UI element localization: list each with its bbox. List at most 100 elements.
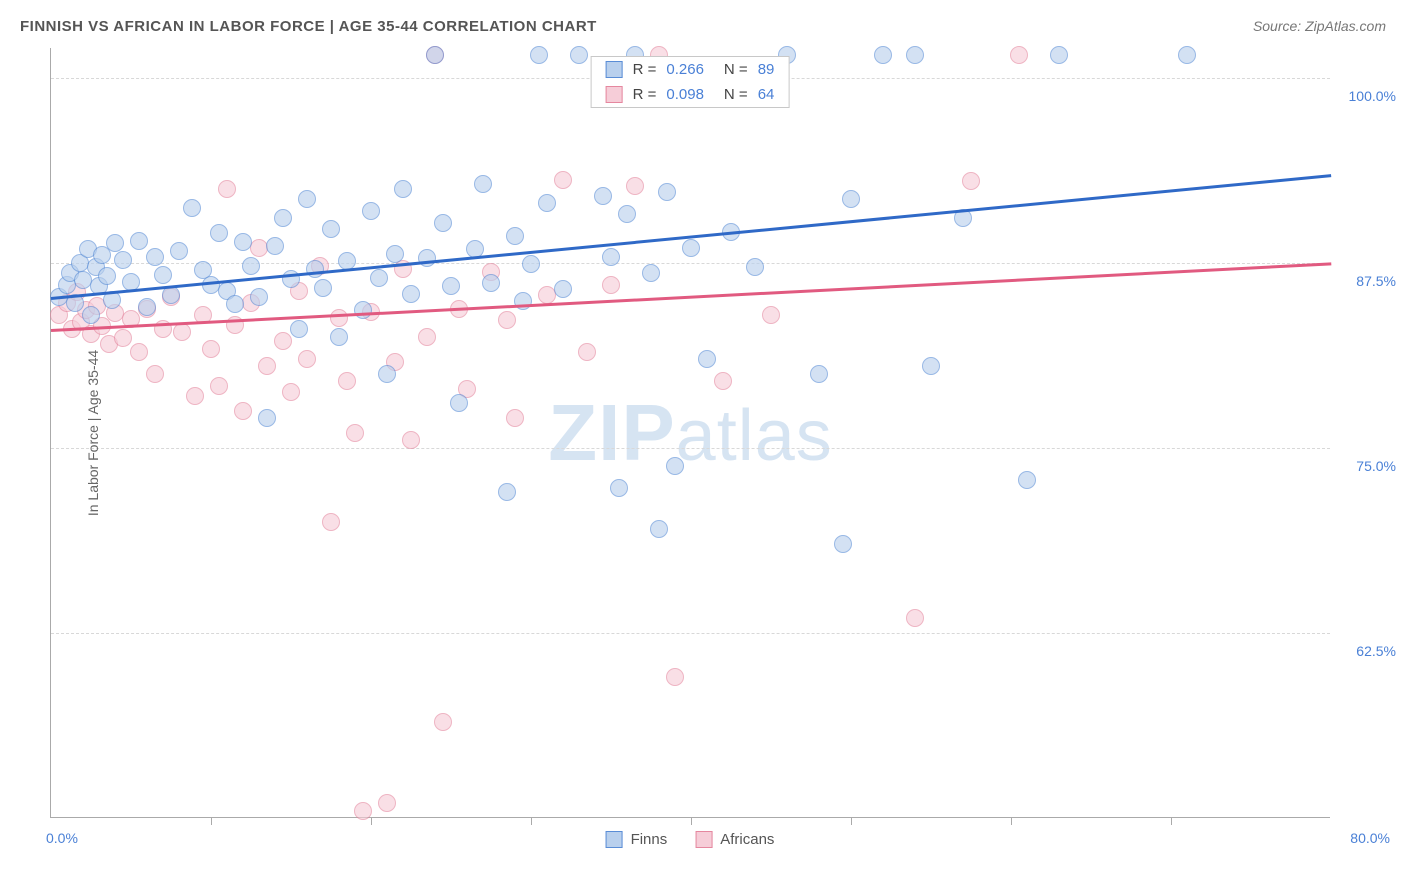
data-point (522, 255, 540, 273)
y-tick-label: 100.0% (1334, 88, 1396, 104)
data-point (138, 298, 156, 316)
data-point (378, 365, 396, 383)
data-point (402, 285, 420, 303)
x-tick (851, 817, 852, 825)
legend-swatch (695, 831, 712, 848)
data-point (290, 320, 308, 338)
data-point (602, 276, 620, 294)
y-tick-label: 75.0% (1334, 458, 1396, 474)
data-point (506, 409, 524, 427)
data-point (538, 194, 556, 212)
data-point (874, 46, 892, 64)
data-point (322, 513, 340, 531)
data-point (282, 383, 300, 401)
data-point (434, 214, 452, 232)
data-point (98, 267, 116, 285)
data-point (570, 46, 588, 64)
data-point (183, 199, 201, 217)
data-point (386, 245, 404, 263)
data-point (650, 520, 668, 538)
data-point (474, 175, 492, 193)
legend-row: R = 0.266N = 89 (592, 57, 789, 82)
data-point (498, 483, 516, 501)
data-point (210, 377, 228, 395)
y-tick-label: 62.5% (1334, 643, 1396, 659)
data-point (514, 292, 532, 310)
data-point (1050, 46, 1068, 64)
n-label: N = (724, 86, 748, 103)
data-point (114, 251, 132, 269)
data-point (114, 329, 132, 347)
data-point (202, 340, 220, 358)
data-point (1018, 471, 1036, 489)
x-tick (691, 817, 692, 825)
data-point (298, 190, 316, 208)
data-point (218, 180, 236, 198)
n-label: N = (724, 61, 748, 78)
data-point (258, 409, 276, 427)
data-point (106, 234, 124, 252)
data-point (130, 232, 148, 250)
data-point (498, 311, 516, 329)
data-point (226, 295, 244, 313)
data-point (146, 365, 164, 383)
data-point (554, 171, 572, 189)
data-point (330, 328, 348, 346)
legend-item: Africans (695, 831, 774, 848)
data-point (418, 328, 436, 346)
watermark: ZIPatlas (548, 387, 833, 479)
data-point (82, 306, 100, 324)
data-point (346, 424, 364, 442)
legend-item: Finns (606, 831, 668, 848)
y-tick-label: 87.5% (1334, 273, 1396, 289)
data-point (922, 357, 940, 375)
legend-swatch (606, 86, 623, 103)
data-point (250, 288, 268, 306)
data-point (530, 46, 548, 64)
data-point (298, 350, 316, 368)
gridline (51, 448, 1330, 449)
data-point (602, 248, 620, 266)
data-point (146, 248, 164, 266)
correlation-legend: R = 0.266N = 89R = 0.098N = 64 (591, 56, 790, 108)
data-point (306, 260, 324, 278)
data-point (962, 172, 980, 190)
legend-swatch (606, 61, 623, 78)
data-point (162, 286, 180, 304)
data-point (210, 224, 228, 242)
series-legend: Finns Africans (606, 831, 775, 848)
r-value: 0.266 (666, 61, 704, 78)
data-point (274, 209, 292, 227)
data-point (170, 242, 188, 260)
data-point (314, 279, 332, 297)
n-value: 89 (758, 61, 775, 78)
data-point (594, 187, 612, 205)
chart-area: ZIPatlas 62.5%75.0%87.5%100.0% In Labor … (50, 48, 1330, 818)
gridline (51, 633, 1330, 634)
data-point (173, 323, 191, 341)
data-point (666, 668, 684, 686)
data-point (618, 205, 636, 223)
x-tick (371, 817, 372, 825)
data-point (842, 190, 860, 208)
x-tick (1171, 817, 1172, 825)
data-point (714, 372, 732, 390)
data-point (354, 802, 372, 820)
x-min-label: 0.0% (46, 830, 78, 846)
data-point (666, 457, 684, 475)
data-point (834, 535, 852, 553)
n-value: 64 (758, 86, 775, 103)
data-point (234, 402, 252, 420)
data-point (154, 266, 172, 284)
data-point (242, 257, 260, 275)
data-point (1178, 46, 1196, 64)
data-point (402, 431, 420, 449)
r-label: R = (633, 86, 657, 103)
data-point (658, 183, 676, 201)
data-point (906, 46, 924, 64)
y-axis-label: In Labor Force | Age 35-44 (85, 350, 101, 516)
data-point (642, 264, 660, 282)
legend-label: Africans (720, 831, 774, 848)
x-max-label: 80.0% (1350, 830, 1390, 846)
data-point (258, 357, 276, 375)
